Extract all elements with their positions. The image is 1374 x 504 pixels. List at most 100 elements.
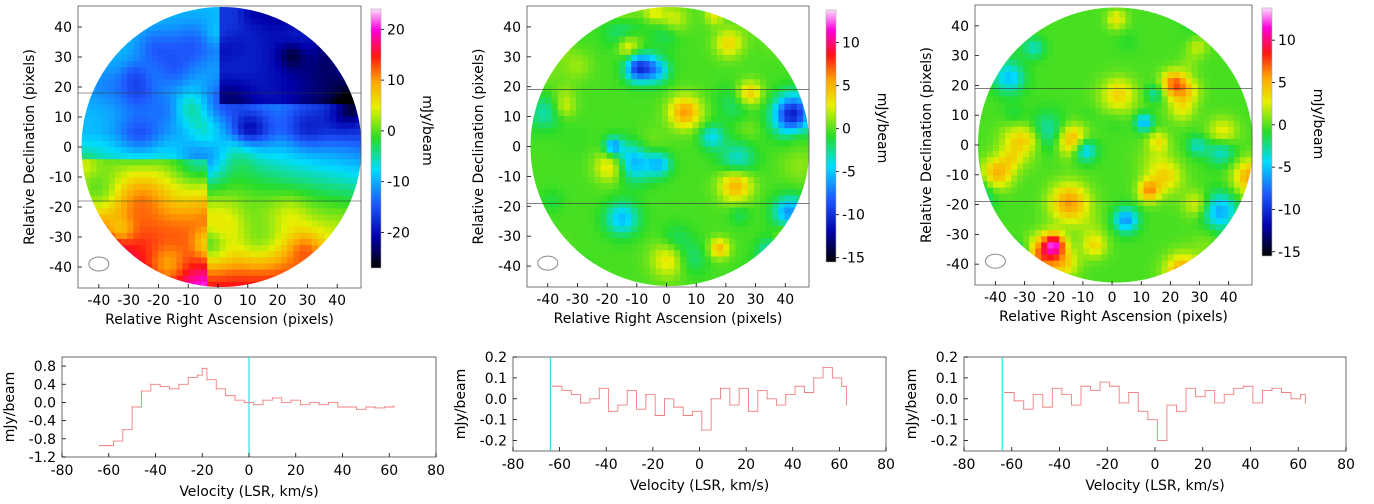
map-cell <box>84 214 91 222</box>
map-cell <box>1017 84 1024 91</box>
map-cell <box>747 128 755 135</box>
map-cell <box>127 42 134 50</box>
map-cell <box>710 250 718 258</box>
map-cell <box>576 42 583 50</box>
map-cell <box>348 42 356 50</box>
map-cell <box>1005 65 1012 73</box>
map-cell <box>287 238 294 246</box>
map-cell <box>274 165 282 173</box>
map-cell <box>563 79 571 87</box>
map-cell <box>1023 272 1030 280</box>
map-cell <box>533 195 540 203</box>
map-cell <box>231 159 239 166</box>
map-cell <box>588 7 596 13</box>
map-cell <box>668 54 675 62</box>
map-cell <box>225 147 233 154</box>
map-cell <box>692 60 700 68</box>
map-cell <box>551 152 559 160</box>
map-cell <box>612 54 620 62</box>
map-cell <box>170 79 178 87</box>
map-cell <box>747 195 755 203</box>
map-cell <box>1047 175 1054 183</box>
map-cell <box>563 91 571 99</box>
map-cell <box>692 18 700 25</box>
map-cell <box>680 201 687 209</box>
map-cell <box>281 79 288 87</box>
map-cell <box>545 244 553 251</box>
map-cell <box>759 238 767 245</box>
map-cell <box>1011 211 1018 219</box>
map-cell <box>1011 157 1018 164</box>
map-cell <box>600 42 608 50</box>
map-cell <box>336 171 344 179</box>
map-cell <box>1023 53 1030 61</box>
map-cell <box>1041 151 1048 158</box>
map-cell <box>790 232 798 239</box>
map-cell <box>256 18 264 25</box>
map-cell <box>262 67 270 75</box>
map-cell <box>981 11 988 18</box>
map-cell <box>723 30 730 38</box>
map-cell <box>102 251 110 258</box>
map-cell <box>557 256 565 264</box>
map-cell <box>710 30 718 38</box>
map-cell <box>207 171 214 179</box>
map-cell <box>563 183 571 190</box>
map-cell <box>606 219 614 227</box>
map-cell <box>551 274 559 282</box>
map-cell <box>533 60 540 68</box>
map-cell <box>1029 84 1036 91</box>
map-cell <box>84 140 91 148</box>
x-tick-label: -30 <box>117 293 140 309</box>
map-cell <box>1035 138 1042 146</box>
map-cell <box>281 12 288 19</box>
map-cell <box>108 238 116 246</box>
map-cell <box>631 91 638 99</box>
map-cell <box>759 115 767 123</box>
map-cell <box>207 257 214 265</box>
map-cell <box>268 257 276 265</box>
map-cell <box>692 30 700 38</box>
map-cell <box>250 220 258 228</box>
map-cell <box>545 60 553 68</box>
map-cell <box>201 183 208 191</box>
map-cell <box>735 54 743 62</box>
map-cell <box>741 48 749 56</box>
map-cell <box>643 207 651 215</box>
map-cell <box>299 30 307 38</box>
map-cell <box>588 219 596 227</box>
map-cell <box>987 230 994 237</box>
map-cell <box>588 256 596 264</box>
map-cell <box>348 134 356 142</box>
map-cell <box>772 189 779 196</box>
map-cell <box>729 170 737 178</box>
map-cell <box>170 232 178 240</box>
map-cell <box>299 232 307 240</box>
map-cell <box>287 196 294 203</box>
map-cell <box>747 274 755 282</box>
map-cell <box>655 244 663 251</box>
map-cell <box>588 122 596 129</box>
map-cell <box>710 219 718 227</box>
map-cell <box>281 128 288 136</box>
map-cell <box>594 225 602 233</box>
map-cell <box>348 128 356 136</box>
map-cell <box>686 250 694 258</box>
map-cell <box>563 213 571 221</box>
map-cell <box>151 55 159 62</box>
map-cell <box>1041 181 1048 189</box>
map-cell <box>225 238 233 246</box>
map-cell <box>145 251 153 258</box>
map-cell <box>250 128 258 136</box>
x-tick-label: -20 <box>147 293 170 309</box>
map-cell <box>311 202 319 209</box>
map-cell <box>692 219 700 227</box>
map-cell <box>336 238 344 246</box>
map-cell <box>1029 47 1036 55</box>
map-cell <box>121 232 128 240</box>
map-cell <box>81 269 85 277</box>
map-cell <box>999 230 1006 237</box>
map-cell <box>735 73 743 80</box>
map-cell <box>631 244 638 251</box>
map-cell <box>612 48 620 56</box>
